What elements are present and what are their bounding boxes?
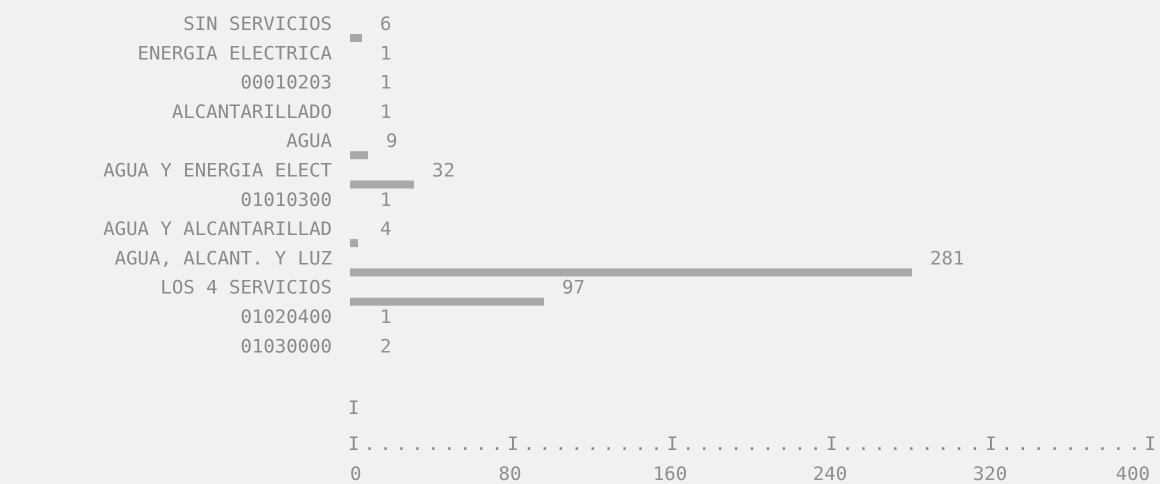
bar	[350, 34, 362, 42]
tick-label: 240	[813, 463, 847, 484]
bars	[350, 34, 912, 306]
tick-labels: 0 80 160 240 320 400	[350, 463, 1150, 484]
category-label: LOS 4 SERVICIOS	[160, 277, 332, 299]
value-label: 32	[432, 160, 455, 182]
tick-label: 80	[499, 463, 522, 484]
x-axis: I I.........I.........I.........I.......…	[348, 397, 1156, 455]
bar	[350, 297, 544, 306]
value-label: 6	[380, 13, 391, 35]
value-label: 281	[930, 247, 964, 269]
axis-line: I.........I.........I.........I.........…	[348, 433, 1156, 455]
value-label: 1	[380, 42, 391, 64]
bar	[350, 151, 368, 160]
value-label: 1	[380, 101, 391, 123]
bar	[350, 268, 912, 277]
category-label: ENERGIA ELECTRICA	[138, 42, 333, 64]
tick-label: 320	[973, 463, 1007, 484]
value-label: 1	[380, 306, 391, 328]
value-label: 1	[380, 189, 391, 211]
category-label: 01020400	[240, 306, 332, 328]
axis-stub: I	[348, 397, 359, 419]
tick-label: 160	[653, 463, 687, 484]
value-label: 9	[386, 130, 397, 152]
tick-label: 0	[350, 463, 361, 484]
category-label: AGUA Y ENERGIA ELECT	[103, 160, 332, 182]
category-label: SIN SERVICIOS	[183, 13, 332, 35]
value-label: 1	[380, 72, 391, 94]
value-label: 2	[380, 335, 391, 357]
category-label: AGUA	[286, 130, 332, 152]
tick-label: 400	[1116, 463, 1150, 484]
value-labels: 6 1 1 1 9 32 1 4 281 97 1 2	[380, 13, 964, 357]
value-label: 4	[380, 218, 391, 240]
value-label: 97	[562, 277, 585, 299]
category-label: AGUA, ALCANT. Y LUZ	[115, 247, 332, 269]
category-label: ALCANTARILLADO	[172, 101, 332, 123]
category-label: 01030000	[240, 335, 332, 357]
category-labels: SIN SERVICIOS ENERGIA ELECTRICA 00010203 AL…	[103, 13, 332, 357]
category-label: 00010203	[240, 72, 332, 94]
category-label: 01010300	[240, 189, 332, 211]
bar	[350, 239, 358, 248]
bar	[350, 180, 414, 189]
category-label: AGUA Y ALCANTARILLAD	[103, 218, 332, 240]
